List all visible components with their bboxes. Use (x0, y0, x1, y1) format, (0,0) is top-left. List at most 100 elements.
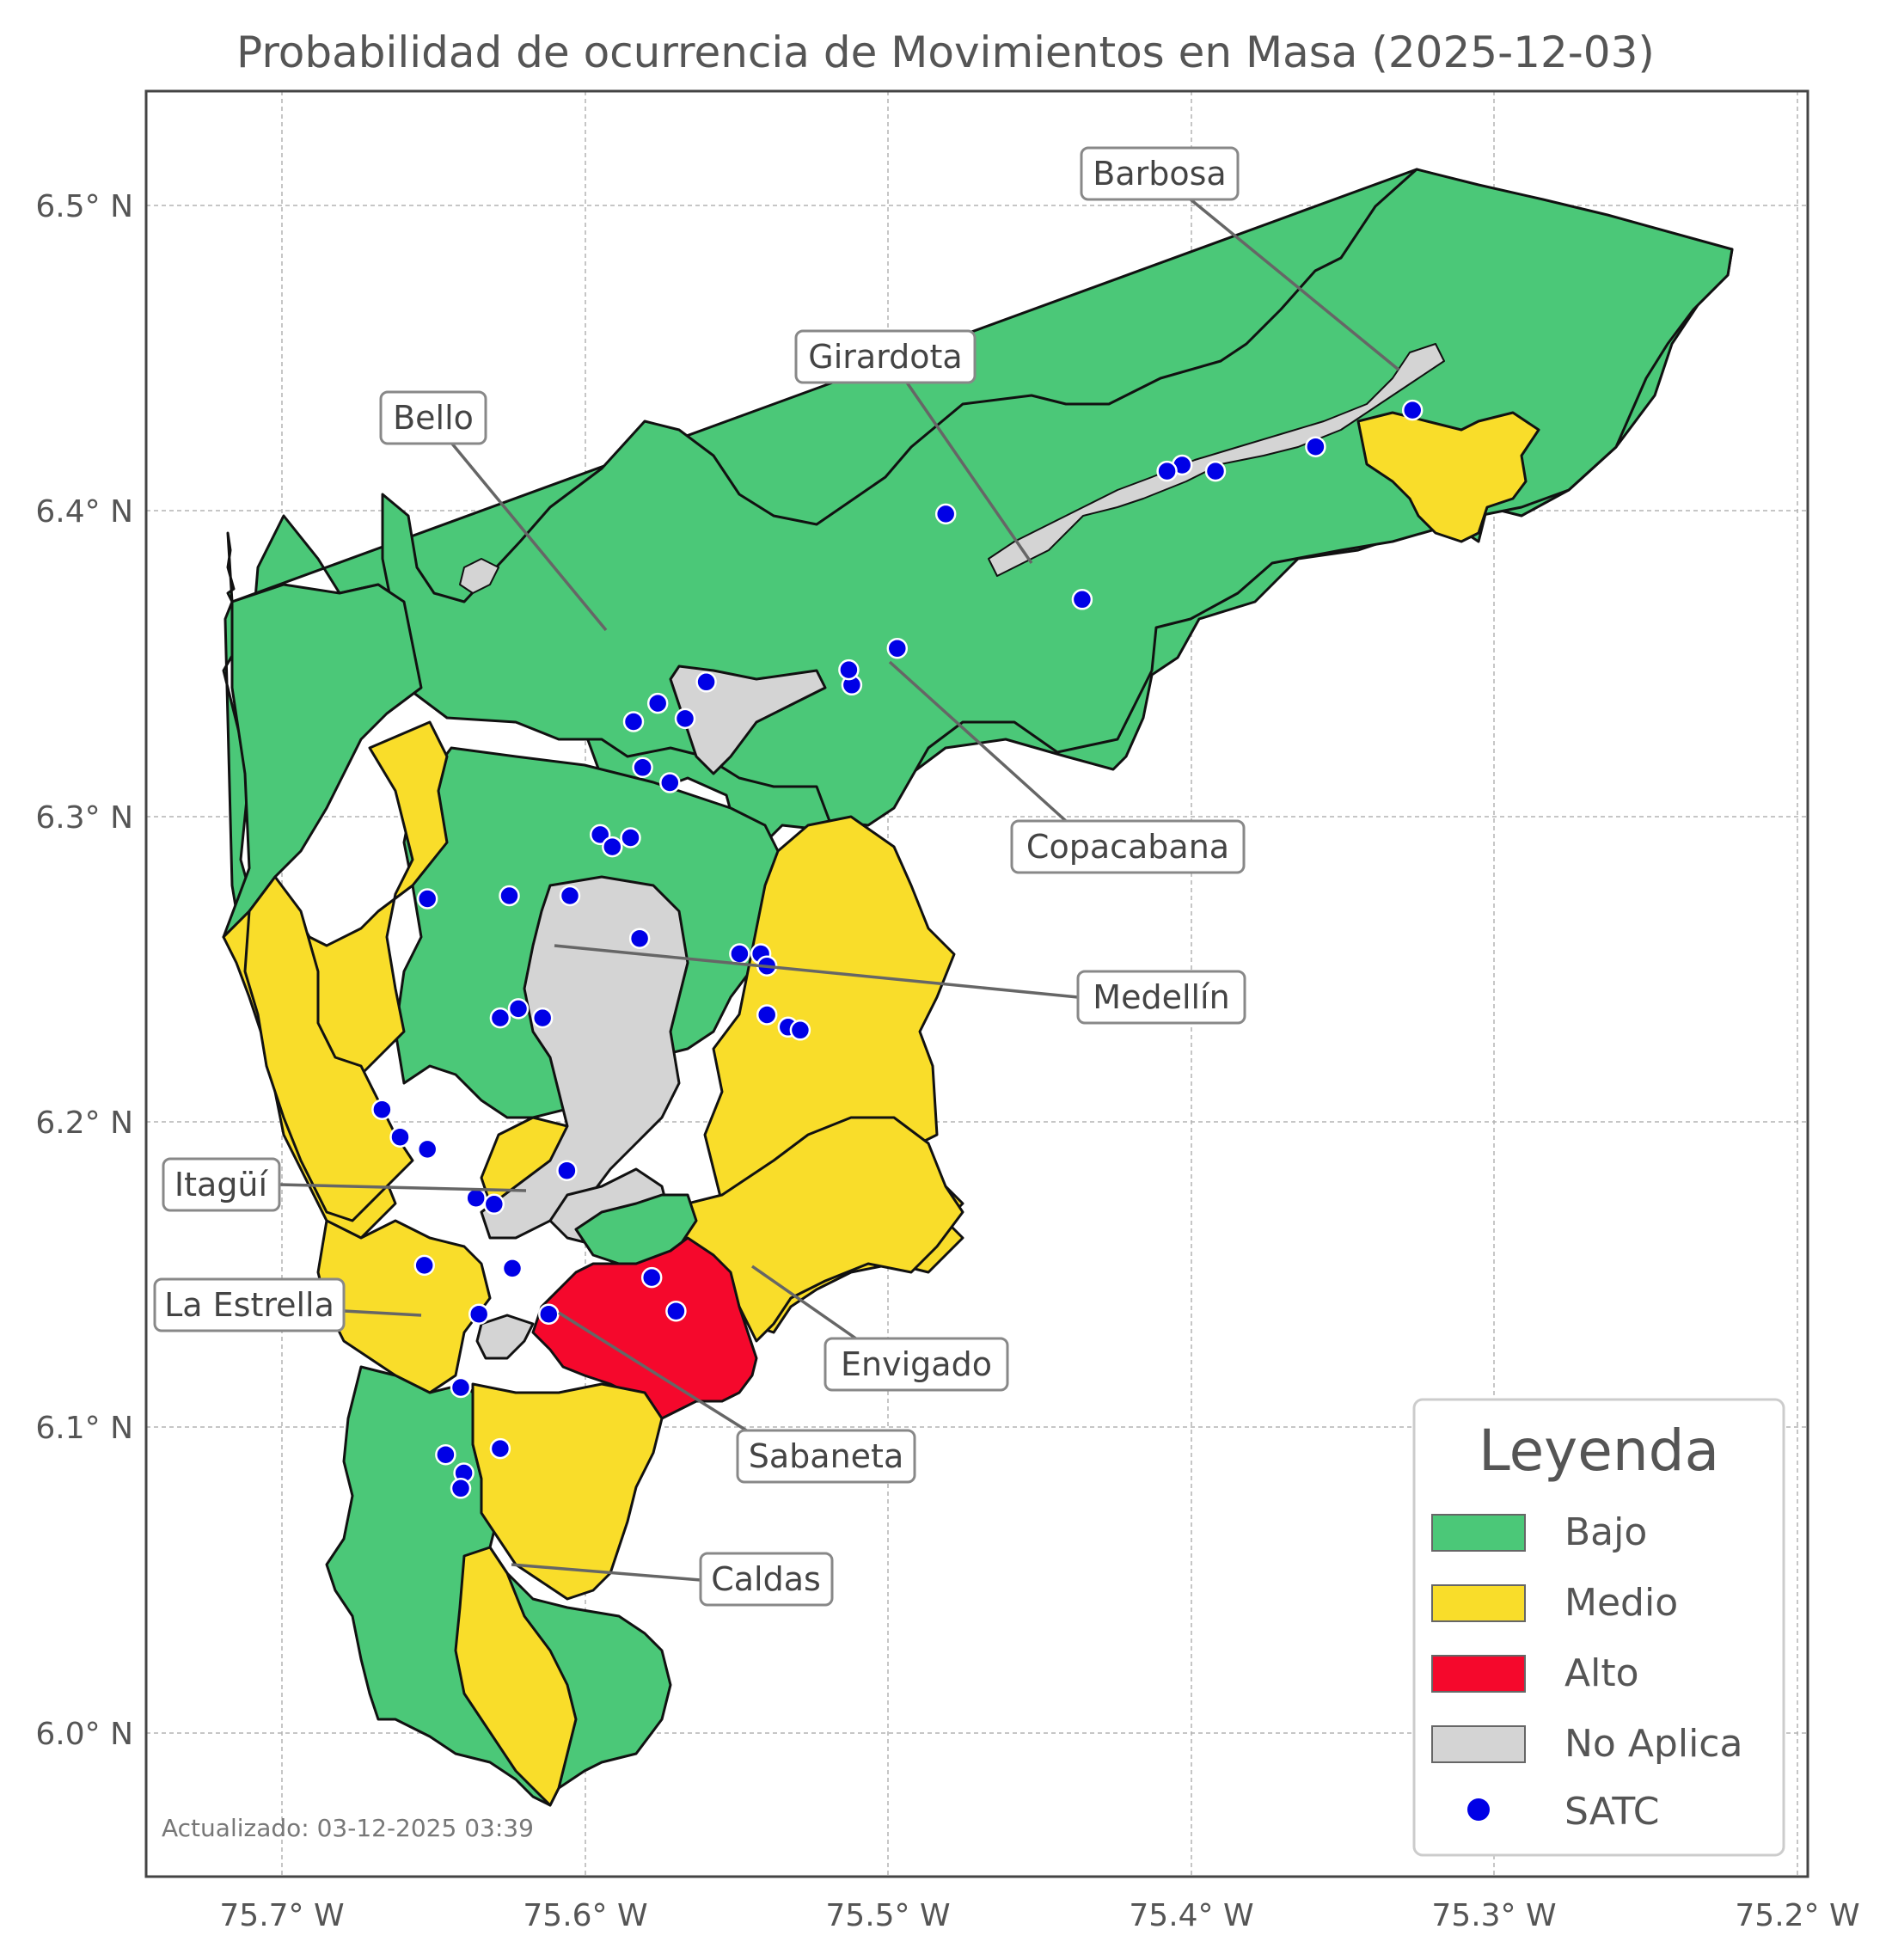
region-bajo-bello-girardota (381, 168, 1734, 827)
svg-text:Bello: Bello (393, 399, 474, 437)
satc-station-marker (640, 1266, 663, 1289)
legend-marker-satc (1467, 1798, 1490, 1821)
label-girardota: Girardota (794, 329, 1033, 564)
x-tick-label: 75.7° W (219, 1898, 344, 1933)
legend-label-bajo: Bajo (1564, 1510, 1647, 1554)
svg-text:Barbosa: Barbosa (1093, 155, 1226, 193)
satc-station-marker (416, 1138, 438, 1161)
satc-station-marker (1156, 460, 1178, 482)
region-noaplica-estrella (475, 1314, 535, 1360)
label-la-estrella: La Estrella (153, 1277, 422, 1332)
satc-station-marker (674, 707, 696, 730)
satc-station-marker (389, 1126, 411, 1148)
satc-station-marker (450, 1478, 472, 1499)
satc-station-marker (620, 827, 641, 848)
legend-title: Leyenda (1479, 1418, 1719, 1484)
satc-station-marker (489, 1007, 511, 1029)
label-caldas: Caldas (511, 1552, 834, 1607)
satc-station-marker (1204, 460, 1227, 482)
y-tick-label: 6.5° N (35, 189, 133, 224)
y-tick-label: 6.1° N (35, 1411, 133, 1446)
legend-swatch-bajo (1431, 1514, 1526, 1552)
satc-station-marker (435, 1443, 456, 1466)
satc-station-marker (483, 1193, 505, 1216)
satc-station-marker (450, 1376, 472, 1399)
satc-station-marker (934, 503, 957, 525)
updated-timestamp: Actualizado: 03-12-2025 03:39 (162, 1814, 534, 1842)
svg-text:Sabaneta: Sabaneta (749, 1437, 903, 1475)
y-axis-ticks: 6.5° N 6.4° N 6.3° N 6.2° N 6.1° N 6.0° … (35, 189, 133, 1752)
svg-text:Copacabana: Copacabana (1026, 828, 1229, 866)
axes-frame (144, 89, 1809, 1878)
legend-swatch-medio (1431, 1584, 1526, 1622)
satc-station-marker (886, 637, 909, 659)
y-tick-label: 6.0° N (35, 1717, 133, 1752)
label-barbosa: Barbosa (1080, 146, 1400, 371)
svg-text:Itagüí: Itagüí (175, 1166, 269, 1204)
y-tick-label: 6.2° N (35, 1106, 133, 1141)
svg-text:Envigado: Envigado (841, 1345, 992, 1383)
satc-station-marker (371, 1099, 393, 1120)
region-noaplica-bello-north (459, 558, 499, 594)
svg-text:Caldas: Caldas (711, 1560, 821, 1598)
map-title: Probabilidad de ocurrencia de Movimiento… (236, 28, 1655, 77)
satc-station-marker (665, 1300, 687, 1322)
satc-station-marker (729, 943, 750, 965)
label-envigado: Envigado (751, 1265, 1009, 1392)
legend-label-satc: SATC (1564, 1790, 1659, 1834)
satc-station-marker (556, 1160, 578, 1181)
region-medio-barbosa (1356, 411, 1540, 543)
legend-label-medio: Medio (1564, 1581, 1678, 1625)
satc-station-marker (602, 836, 623, 858)
x-tick-label: 75.2° W (1735, 1898, 1859, 1933)
legend-swatch-alto (1431, 1655, 1526, 1693)
legend: Leyenda Bajo Medio Alto No Aplica SATC (1412, 1398, 1785, 1857)
satc-station-marker (695, 671, 717, 693)
satc-station-marker (531, 1007, 554, 1029)
satc-station-marker (1401, 399, 1424, 421)
satc-station-marker (622, 711, 645, 732)
satc-station-marker (416, 888, 438, 910)
satc-station-marker (838, 658, 860, 681)
region-medio-west2 (243, 875, 414, 1222)
svg-text:La Estrella: La Estrella (164, 1286, 334, 1324)
label-itagui: Itagüí (162, 1157, 527, 1212)
label-sabaneta: Sabaneta (558, 1311, 916, 1484)
satc-station-marker (628, 928, 651, 949)
satc-station-marker (1071, 589, 1093, 610)
x-tick-label: 75.4° W (1129, 1898, 1253, 1933)
satc-station-marker (789, 1020, 811, 1041)
svg-text:Medellín: Medellín (1093, 978, 1229, 1016)
satc-station-marker (756, 1004, 778, 1026)
satc-station-marker (538, 1303, 560, 1325)
satc-station-marker (646, 692, 669, 714)
satc-stations (371, 399, 1424, 1499)
legend-label-alto: Alto (1564, 1651, 1639, 1695)
region-noaplica-valley (988, 343, 1445, 577)
region-noaplica-medellin (480, 875, 689, 1240)
region-medio-caldas2 (454, 1546, 578, 1807)
legend-label-no-aplica: No Aplica (1564, 1722, 1742, 1766)
label-medellin: Medellín (554, 944, 1246, 1025)
x-tick-label: 75.3° W (1431, 1898, 1556, 1933)
svg-text:Girardota: Girardota (808, 338, 962, 376)
y-tick-label: 6.4° N (35, 494, 133, 530)
region-bajo-envigado (574, 1193, 698, 1265)
municipality-labels: Barbosa Girardota Bello Copacabana Medel… (153, 146, 1400, 1607)
region-medio-west (222, 720, 449, 1240)
label-bello: Bello (379, 390, 608, 632)
legend-swatch-no-aplica (1431, 1725, 1526, 1763)
y-tick-label: 6.3° N (35, 800, 133, 836)
region-polygons (222, 168, 1734, 1807)
satc-station-marker (1305, 436, 1326, 457)
satc-station-marker (559, 885, 581, 907)
x-tick-label: 75.6° W (523, 1898, 647, 1933)
satc-station-marker (489, 1437, 511, 1460)
satc-station-marker (501, 1258, 524, 1279)
satc-station-marker (499, 885, 520, 907)
satc-station-marker (659, 772, 681, 793)
x-tick-label: 75.5° W (825, 1898, 950, 1933)
satc-station-marker (507, 998, 530, 1020)
region-bajo-west (222, 583, 423, 939)
